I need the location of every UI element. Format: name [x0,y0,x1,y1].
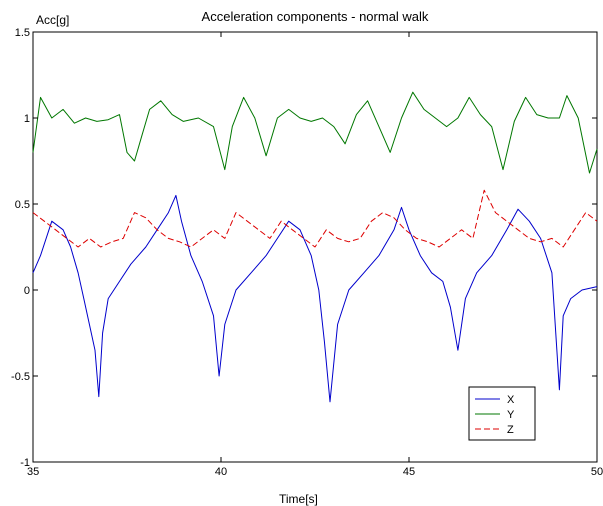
legend: XYZ [468,386,536,441]
y-tick-label: 0.5 [15,199,30,211]
legend-label-x: X [507,394,515,406]
legend-label-y: Y [507,409,515,421]
series-line-x [32,194,598,403]
legend-label-z: Z [507,424,514,436]
x-tick-label: 40 [215,466,227,478]
y-tick-label: 1.5 [15,27,30,39]
y-tick-label: -1 [20,457,30,469]
x-axis-label: Time[s] [279,492,318,506]
y-tick-label: 1 [24,113,30,125]
x-tick-label: 35 [27,466,39,478]
chart-title: Acceleration components - normal walk [202,9,429,24]
series-layer [32,91,598,403]
tick-layer: 35 40 45 50 -1 -0.5 0 0.5 1 1.5 [11,27,603,478]
y-tick-label: 0 [24,285,30,297]
y-axis-label: Acc[g] [36,13,69,27]
x-tick-label: 45 [403,466,415,478]
series-line-y [32,91,598,174]
series-line-z [32,189,598,248]
x-tick-label: 50 [591,466,603,478]
y-tick-label: -0.5 [11,371,30,383]
